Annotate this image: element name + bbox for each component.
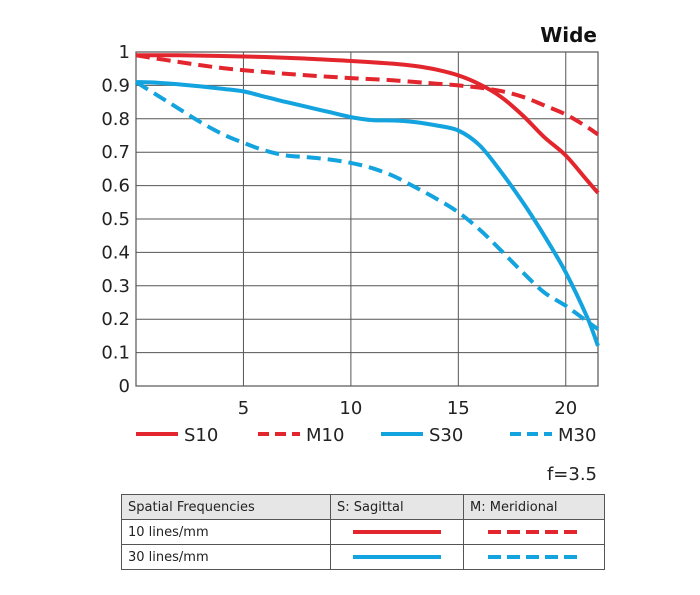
legend-label-m10: M10 — [306, 425, 344, 446]
frequency-key-table: Spatial Frequencies S: Sagittal M: Merid… — [121, 494, 605, 570]
y-tick-label: 0.6 — [101, 176, 130, 197]
legend-label-s10: S10 — [184, 425, 218, 446]
series-m10-line — [135, 53, 600, 137]
header-sagittal: S: Sagittal — [330, 494, 464, 520]
meridional-sample-30 — [463, 544, 605, 570]
series-s10-line — [135, 53, 600, 195]
sagittal-sample-10 — [330, 519, 464, 545]
meridional-sample-10 — [463, 519, 605, 545]
header-spatial-frequencies: Spatial Frequencies — [121, 494, 331, 520]
y-tick-label: 0.5 — [101, 209, 130, 230]
y-tick-label: 0 — [119, 376, 130, 397]
table-header-row: Spatial Frequencies S: Sagittal M: Merid… — [121, 494, 605, 520]
y-tick-label: 0.7 — [101, 142, 130, 163]
legend-label-s30: S30 — [429, 425, 463, 446]
x-tick-label: 20 — [554, 398, 577, 419]
sagittal-sample-30 — [330, 544, 464, 570]
aperture-label: f=3.5 — [547, 464, 597, 485]
table-row-30: 30 lines/mm — [121, 544, 605, 570]
y-tick-label: 0.2 — [101, 309, 130, 330]
y-axis-tick-labels: 0 0.1 0.2 0.3 0.4 0.5 0.6 0.7 0.8 0.9 1 — [101, 42, 130, 397]
table-row-10: 10 lines/mm — [121, 519, 605, 545]
x-tick-label: 5 — [238, 398, 249, 419]
x-axis-tick-labels: 5 10 15 20 — [238, 398, 578, 419]
x-tick-label: 15 — [447, 398, 470, 419]
series-s30-line — [135, 80, 600, 347]
y-tick-label: 0.4 — [101, 242, 130, 263]
grid — [136, 52, 598, 386]
x-tick-label: 10 — [339, 398, 362, 419]
header-meridional: M: Meridional — [463, 494, 605, 520]
y-tick-label: 0.1 — [101, 343, 130, 364]
mtf-chart: 0 0.1 0.2 0.3 0.4 0.5 0.6 0.7 0.8 0.9 1 5 10 15 20 Wi… — [101, 23, 600, 485]
series-lines — [134, 53, 600, 347]
y-tick-label: 0.3 — [101, 276, 130, 297]
y-tick-label: 0.9 — [101, 75, 130, 96]
plot-frame — [135, 51, 599, 387]
y-tick-label: 0.8 — [101, 109, 130, 130]
series-m30-line — [134, 80, 600, 331]
legend-label-m30: M30 — [558, 425, 596, 446]
row-label: 10 lines/mm — [121, 519, 331, 545]
row-label: 30 lines/mm — [121, 544, 331, 570]
legend: S10 M10 S30 M30 — [136, 425, 596, 446]
y-tick-label: 1 — [119, 42, 130, 63]
chart-title: Wide — [540, 23, 597, 47]
